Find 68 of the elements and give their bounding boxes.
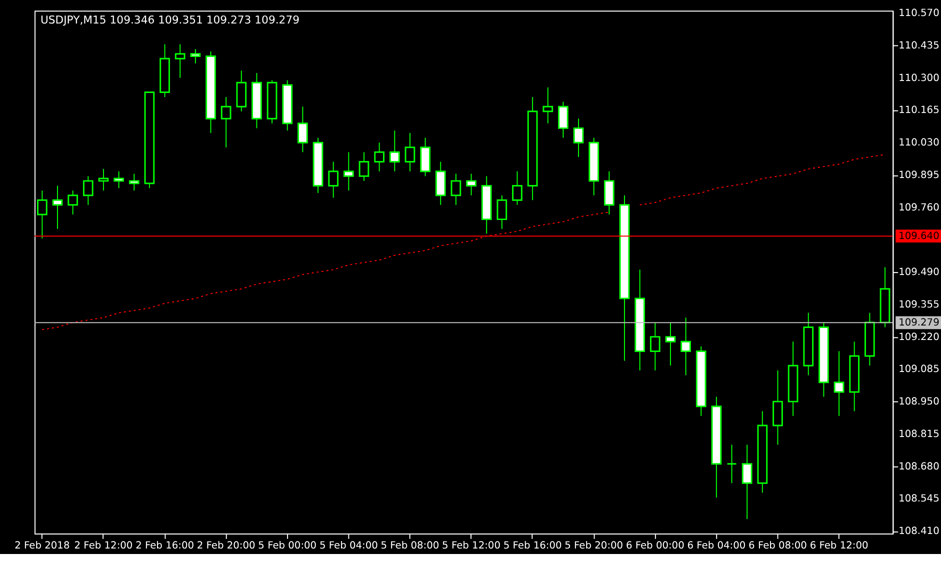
candlestick [726,444,737,484]
x-tick-label: 2 Feb 16:00 [136,540,194,552]
candlestick [665,322,676,366]
candlestick [742,444,752,520]
candlestick [343,152,354,192]
y-tick-label: 109.085 [898,364,940,376]
candlestick [174,44,186,78]
candlestick [420,137,430,177]
x-tick-label: 2 Feb 12:00 [74,540,133,552]
candlestick [236,70,247,112]
candlestick [82,176,94,206]
x-tick-label: 2 Feb 2018 [14,540,70,552]
x-tick-label: 2 Feb 20:00 [196,540,256,552]
candlestick [772,370,783,446]
candlestick [558,101,568,138]
x-tick-label: 5 Feb 16:00 [503,540,562,552]
candlestick [404,132,416,172]
y-tick-label: 108.815 [898,428,940,440]
y-tick-label: 109.490 [898,267,940,278]
y-tick-label: 110.030 [898,138,940,149]
y-tick-label: 108.545 [898,494,940,505]
candlestick [358,152,370,182]
x-tick-label: 5 Feb 20:00 [564,540,624,552]
candlestick [298,106,308,153]
candlestick [128,173,140,192]
y-tick-label: 108.410 [898,526,940,538]
y-tick-label: 110.435 [898,40,940,52]
candlestick [68,190,78,216]
x-tick-label: 6 Feb 00:00 [626,540,684,552]
y-tick-label: 110.165 [898,105,940,116]
x-tick-label: 5 Feb 04:00 [319,540,378,552]
y-tick-label: 109.760 [898,202,940,214]
candlestick [98,168,109,192]
candlestick [680,317,691,376]
candlestick [190,48,201,64]
candlestick [834,350,844,416]
candlestick [52,185,63,230]
ref-line-label: 109.640 [898,231,940,242]
y-tick-label: 109.355 [898,299,940,310]
candlestick [573,118,584,158]
candlestick [220,96,232,148]
candlestick [114,170,124,189]
candlestick [466,173,476,196]
x-tick-label: 6 Feb 12:00 [810,540,868,552]
candlestick [435,161,446,206]
x-tick-label: 6 Feb 08:00 [748,540,807,552]
x-tick-label: 5 Feb 00:00 [258,540,317,552]
candlestick [542,86,554,124]
y-tick-label: 110.300 [898,72,940,84]
y-tick-label: 108.950 [898,396,940,408]
candlestick [389,130,400,172]
candlestick [604,170,614,216]
y-tick-label: 109.220 [898,332,940,343]
candlestick [650,322,660,371]
chart-title: USDJPY,M15 109.346 109.351 109.273 109.279 [40,14,300,26]
candlestick [450,173,462,206]
candlestick [374,142,384,172]
ref-line-label: 109.279 [898,318,940,329]
x-tick-label: 5 Feb 08:00 [380,540,440,552]
x-tick-label: 5 Feb 12:00 [442,540,500,552]
y-tick-label: 108.680 [898,461,940,472]
candlestick [496,194,508,230]
candlestick [37,190,48,239]
x-tick-label: 6 Feb 04:00 [687,540,746,552]
candlestick [328,161,339,198]
candlestick [512,170,522,206]
y-tick-label: 109.895 [898,170,940,181]
y-tick-label: 110.570 [898,8,940,20]
